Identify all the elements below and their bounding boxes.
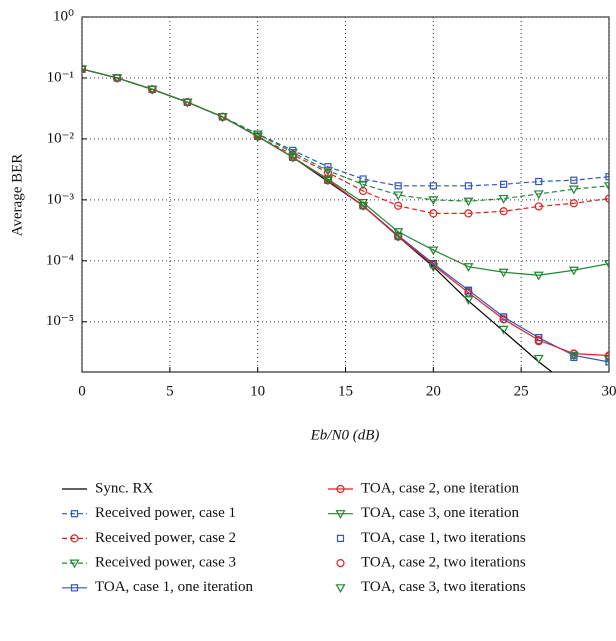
x-tick-label: 30 <box>602 383 616 399</box>
x-axis-label: Eb/N0 (dB) <box>310 427 380 443</box>
series-line <box>82 69 609 355</box>
x-tick-label: 20 <box>426 383 441 399</box>
y-tick-label: 10⁻⁵ <box>46 313 74 329</box>
legend-label: Received power, case 3 <box>95 555 236 571</box>
x-tick-label: 5 <box>166 383 174 399</box>
y-tick-label: 10⁻¹ <box>47 69 74 85</box>
y-tick-label: 10⁰ <box>53 8 74 24</box>
y-tick-label: 10⁻² <box>47 130 75 146</box>
legend-label: TOA, case 1, two iterations <box>361 530 526 546</box>
x-tick-label: 10 <box>250 383 265 399</box>
legend-label: TOA, case 2, two iterations <box>361 555 526 571</box>
series-line <box>82 69 574 389</box>
legend-label: TOA, case 2, one iteration <box>361 480 520 496</box>
y-tick-label: 10⁻³ <box>47 191 75 207</box>
legend-label: TOA, case 3, one iteration <box>361 505 520 521</box>
legend-marker <box>337 560 344 567</box>
legend-marker <box>338 535 344 541</box>
y-tick-label: 10⁻⁴ <box>46 252 74 268</box>
x-tick-label: 0 <box>78 383 86 399</box>
series-line <box>82 69 609 275</box>
x-tick-label: 15 <box>338 383 353 399</box>
plot-area <box>78 66 613 389</box>
legend-label: TOA, case 3, two iterations <box>361 579 526 595</box>
plot-frame <box>82 17 609 372</box>
legend-label: Received power, case 2 <box>95 530 236 546</box>
legend-label: Received power, case 1 <box>95 505 236 521</box>
legend-label: TOA, case 1, one iteration <box>95 579 254 595</box>
legend-label: Sync. RX <box>95 480 154 496</box>
series-line <box>82 69 609 186</box>
legend-marker <box>337 585 345 592</box>
y-axis-label: Average BER <box>9 154 25 237</box>
data-point <box>500 326 508 333</box>
x-tick-label: 25 <box>514 383 529 399</box>
